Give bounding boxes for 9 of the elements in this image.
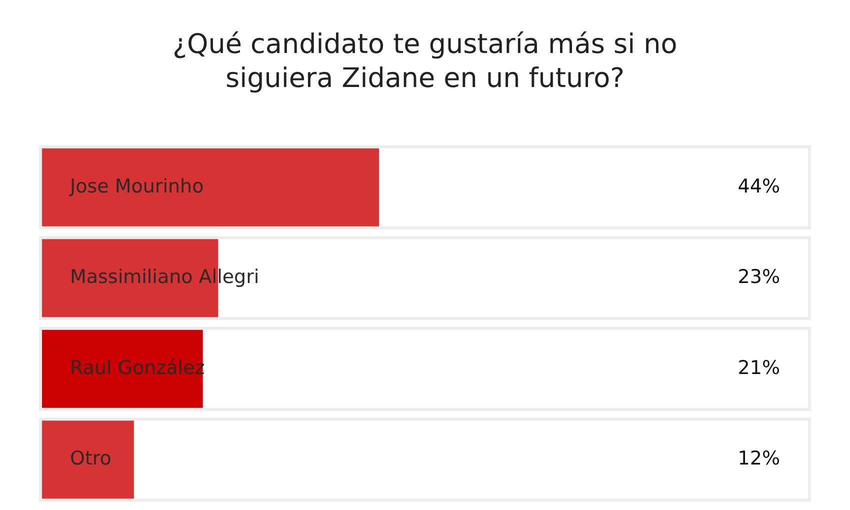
data-label: 12% bbox=[738, 448, 780, 470]
y-tick-label: Otro bbox=[70, 448, 112, 470]
y-tick-label: Jose Mourinho bbox=[69, 175, 204, 198]
data-label: 23% bbox=[738, 266, 780, 288]
bar bbox=[42, 420, 134, 499]
bar bbox=[42, 330, 203, 408]
data-label: 44% bbox=[738, 175, 780, 198]
data-label: 21% bbox=[738, 356, 780, 379]
chart-title: ¿Qué candidato te gustaría más si no siguiera Zidane en un futuro? bbox=[172, 28, 678, 96]
